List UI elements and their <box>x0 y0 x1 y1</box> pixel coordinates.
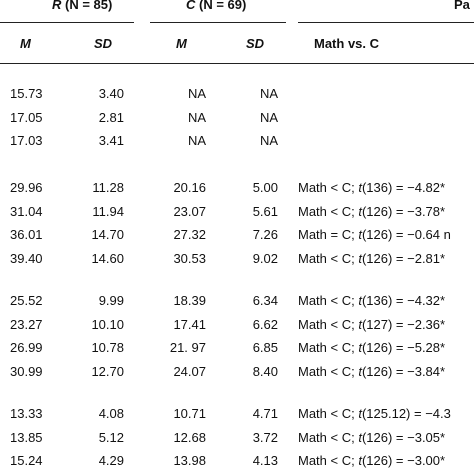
r-sd-cell: 10.78 <box>91 340 124 356</box>
group-r-n: (N = 85) <box>65 0 113 12</box>
group-c-rule <box>150 22 286 23</box>
r-sd-cell: 14.60 <box>91 250 124 266</box>
c-sd-cell: 5.00 <box>252 180 278 195</box>
r-mean-cell: 13.85 <box>10 429 43 445</box>
c-sd-cell: 4.13 <box>252 453 278 469</box>
c-sd-cell: 7.26 <box>252 227 278 243</box>
r-mean-cell: 17.03 <box>10 133 43 149</box>
math-vs-c-cell: Math < C; t(136) = −4.32* <box>298 293 446 308</box>
c-mean-cell: 12.68 <box>173 429 206 445</box>
pairwise-rule <box>298 22 474 23</box>
c-sd-cell: 3.72 <box>252 429 278 445</box>
r-sd-cell: 2.81 <box>98 109 124 125</box>
group-c-header: C (N = 69) <box>186 0 246 12</box>
r-mean-cell: 15.73 <box>10 86 43 101</box>
group-r-letter: R <box>52 0 62 12</box>
group-r-header: R (N = 85) <box>52 0 112 12</box>
r-sd-cell: 12.70 <box>91 363 124 379</box>
c-mean-cell: NA <box>187 109 206 125</box>
math-vs-c-cell: Math < C; t(127) = −2.36* <box>298 316 446 332</box>
table-row: 17.05 2.81 NA NA <box>0 108 474 128</box>
r-sd-cell: 10.10 <box>91 316 124 332</box>
math-vs-c-cell: Math = C; t(126) = −0.64 n <box>298 227 451 243</box>
c-sd-cell: 6.85 <box>252 340 278 356</box>
r-sd-cell: 11.28 <box>92 180 124 195</box>
c-mean-cell: 17.41 <box>173 316 206 332</box>
table-row: 15.73 3.40 NA NA <box>0 84 474 104</box>
group-c-letter: C <box>186 0 196 12</box>
group-c-n: (N = 69) <box>199 0 247 12</box>
r-mean-cell: 26.99 <box>10 340 43 356</box>
c-sd-cell: 9.02 <box>252 250 278 266</box>
c-sd-cell: NA <box>259 109 278 125</box>
c-mean-cell: 18.39 <box>173 293 206 308</box>
col-c-sd-header: SD <box>246 36 265 51</box>
table-row: 36.01 14.70 27.32 7.26 Math = C; t(126) = −0… <box>0 225 474 245</box>
r-mean-cell: 39.40 <box>10 250 43 266</box>
c-mean-cell: 13.98 <box>173 453 206 469</box>
c-sd-cell: 4.71 <box>252 406 278 421</box>
table-row: 30.99 12.70 24.07 8.40 Math < C; t(126) = −3… <box>0 362 474 382</box>
col-r-m-header: M <box>20 36 31 51</box>
r-mean-cell: 31.04 <box>10 203 43 219</box>
col-math-vs-c-header: Math vs. C <box>314 36 380 51</box>
c-mean-cell: 30.53 <box>173 250 206 266</box>
c-mean-cell: 27.32 <box>173 227 206 243</box>
c-mean-cell: NA <box>187 86 206 101</box>
table-row: 17.03 3.41 NA NA <box>0 131 474 151</box>
r-sd-cell: 5.12 <box>98 429 124 445</box>
table-row: 29.96 11.28 20.16 5.00 Math < C; t(136) = −4… <box>0 178 474 198</box>
r-mean-cell: 25.52 <box>10 293 43 308</box>
math-vs-c-cell: Math < C; t(126) = −3.05* <box>298 429 446 445</box>
math-vs-c-cell: Math < C; t(126) = −2.81* <box>298 250 446 266</box>
math-vs-c-cell: Math < C; t(126) = −3.00* <box>298 453 446 469</box>
pairwise-header-cut: Pa <box>454 0 470 12</box>
r-mean-cell: 36.01 <box>10 227 43 243</box>
subheader-rule <box>0 63 474 64</box>
r-sd-cell: 14.70 <box>91 227 124 243</box>
math-vs-c-cell: Math < C; t(136) = −4.82* <box>298 180 446 195</box>
table-row: 13.85 5.12 12.68 3.72 Math < C; t(126) = −3.… <box>0 428 474 448</box>
r-sd-cell: 11.94 <box>92 203 124 219</box>
c-mean-cell: 23.07 <box>173 203 206 219</box>
c-sd-cell: 6.34 <box>252 293 278 308</box>
col-c-m-header: M <box>176 36 187 51</box>
c-sd-cell: 5.61 <box>252 203 278 219</box>
c-sd-cell: 6.62 <box>252 316 278 332</box>
table-row: 13.33 4.08 10.71 4.71 Math < C; t(125.12) = … <box>0 404 474 424</box>
r-mean-cell: 23.27 <box>10 316 43 332</box>
math-vs-c-cell: Math < C; t(126) = −3.84* <box>298 363 446 379</box>
table-row: 25.52 9.99 18.39 6.34 Math < C; t(136) = −4.… <box>0 291 474 311</box>
c-sd-cell: NA <box>259 86 278 101</box>
c-sd-cell: NA <box>259 133 278 149</box>
r-sd-cell: 4.08 <box>98 406 124 421</box>
r-sd-cell: 3.41 <box>98 133 124 149</box>
math-vs-c-cell: Math < C; t(126) = −5.28* <box>298 340 446 356</box>
r-mean-cell: 13.33 <box>10 406 43 421</box>
r-mean-cell: 15.24 <box>10 453 43 469</box>
group-r-rule <box>0 22 134 23</box>
c-mean-cell: 20.16 <box>173 180 206 195</box>
r-mean-cell: 29.96 <box>10 180 43 195</box>
table-row: 39.40 14.60 30.53 9.02 Math < C; t(126) = −2… <box>0 249 474 269</box>
table-row: 26.99 10.78 21. 97 6.85 Math < C; t(126) = −… <box>0 338 474 358</box>
c-mean-cell: 21. 97 <box>169 340 206 356</box>
math-vs-c-cell: Math < C; t(126) = −3.78* <box>298 203 446 219</box>
c-mean-cell: 24.07 <box>173 363 206 379</box>
r-mean-cell: 30.99 <box>10 363 43 379</box>
r-sd-cell: 3.40 <box>98 86 124 101</box>
c-sd-cell: 8.40 <box>252 363 278 379</box>
r-sd-cell: 4.29 <box>98 453 124 469</box>
table-row: 15.24 4.29 13.98 4.13 Math < C; t(126) = −3.… <box>0 451 474 471</box>
table-row: 23.27 10.10 17.41 6.62 Math < C; t(127) = −2… <box>0 315 474 335</box>
r-mean-cell: 17.05 <box>10 109 43 125</box>
r-sd-cell: 9.99 <box>98 293 124 308</box>
c-mean-cell: NA <box>187 133 206 149</box>
math-vs-c-cell: Math < C; t(125.12) = −4.3 <box>298 406 451 421</box>
table-row: 31.04 11.94 23.07 5.61 Math < C; t(126) = −3… <box>0 202 474 222</box>
col-r-sd-header: SD <box>94 36 113 51</box>
c-mean-cell: 10.71 <box>173 406 206 421</box>
